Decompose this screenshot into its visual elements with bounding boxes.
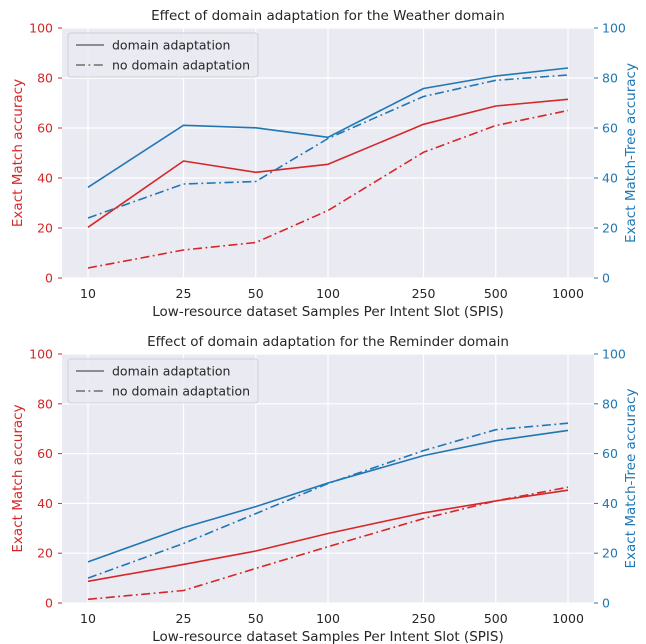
x-tick-label: 100 [316,286,340,301]
right-y-tick-label: 100 [602,21,626,36]
right-y-tick-label: 60 [602,121,618,136]
right-y-tick-label: 0 [602,596,610,611]
right-y-tick-label: 80 [602,396,618,411]
left-y-axis-label: Exact Match accuracy [10,79,26,227]
x-tick-label: 50 [248,611,264,626]
series-line-1 [87,489,569,583]
legend-label-1: domain adaptation [112,38,230,53]
left-y-tick-label: 40 [37,496,53,511]
series-line-4 [87,74,569,219]
left-y-tick-label: 20 [37,546,53,561]
legend-label-2: no domain adaptation [112,58,250,73]
right-y-tick-label: 40 [602,171,618,186]
x-tick-label: 10 [80,611,96,626]
right-y-tick-label: 40 [602,496,618,511]
x-axis-label: Low-resource dataset Samples Per Intent … [152,304,503,320]
chart-title: Effect of domain adaptation for the Remi… [147,334,509,350]
right-y-axis-label: Exact Match-Tree accuracy [623,63,639,243]
right-y-tick-label: 20 [602,546,618,561]
x-tick-label: 25 [176,611,192,626]
right-y-axis-label: Exact Match-Tree accuracy [623,389,639,569]
left-y-tick-label: 100 [29,347,53,362]
right-y-tick-label: 80 [602,71,618,86]
x-tick-label: 25 [176,286,192,301]
x-tick-label: 500 [484,611,508,626]
legend: domain adaptation no domain adaptation [67,32,259,78]
series-line-2 [87,109,569,269]
x-tick-label: 10 [80,286,96,301]
left-y-tick-label: 60 [37,121,53,136]
series-line-2 [87,486,569,601]
left-y-tick-label: 80 [37,396,53,411]
x-tick-label: 1000 [552,611,584,626]
left-y-tick-label: 60 [37,446,53,461]
right-y-tick-label: 100 [602,347,626,362]
left-y-tick-label: 0 [45,596,53,611]
series-line-4 [87,422,569,579]
left-y-tick-label: 0 [45,271,53,286]
x-tick-label: 1000 [552,286,584,301]
left-y-tick-label: 100 [29,21,53,36]
x-tick-label: 250 [412,611,436,626]
left-y-axis-label: Exact Match accuracy [10,404,26,552]
left-y-tick-label: 80 [37,71,53,86]
chart-title: Effect of domain adaptation for the Weat… [151,8,505,24]
legend: domain adaptation no domain adaptation [67,358,259,404]
legend-box [67,358,259,404]
legend-label-1: domain adaptation [112,364,230,379]
x-tick-label: 50 [248,286,264,301]
series-line-1 [87,98,569,228]
left-y-tick-label: 40 [37,171,53,186]
series-line-3 [87,67,569,188]
left-y-tick-label: 20 [37,221,53,236]
x-tick-label: 100 [316,611,340,626]
x-tick-label: 500 [484,286,508,301]
x-tick-label: 250 [412,286,436,301]
right-y-tick-label: 0 [602,271,610,286]
x-axis-label: Low-resource dataset Samples Per Intent … [152,629,503,644]
right-y-tick-label: 20 [602,221,618,236]
legend-label-2: no domain adaptation [112,384,250,399]
right-y-tick-label: 60 [602,446,618,461]
legend-box [67,32,259,78]
